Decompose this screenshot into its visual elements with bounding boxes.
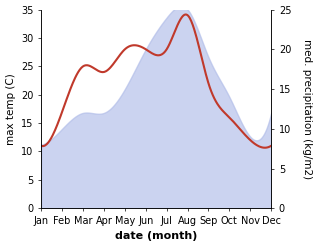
Y-axis label: med. precipitation (kg/m2): med. precipitation (kg/m2) [302,39,313,179]
Y-axis label: max temp (C): max temp (C) [5,73,16,145]
X-axis label: date (month): date (month) [115,231,197,242]
